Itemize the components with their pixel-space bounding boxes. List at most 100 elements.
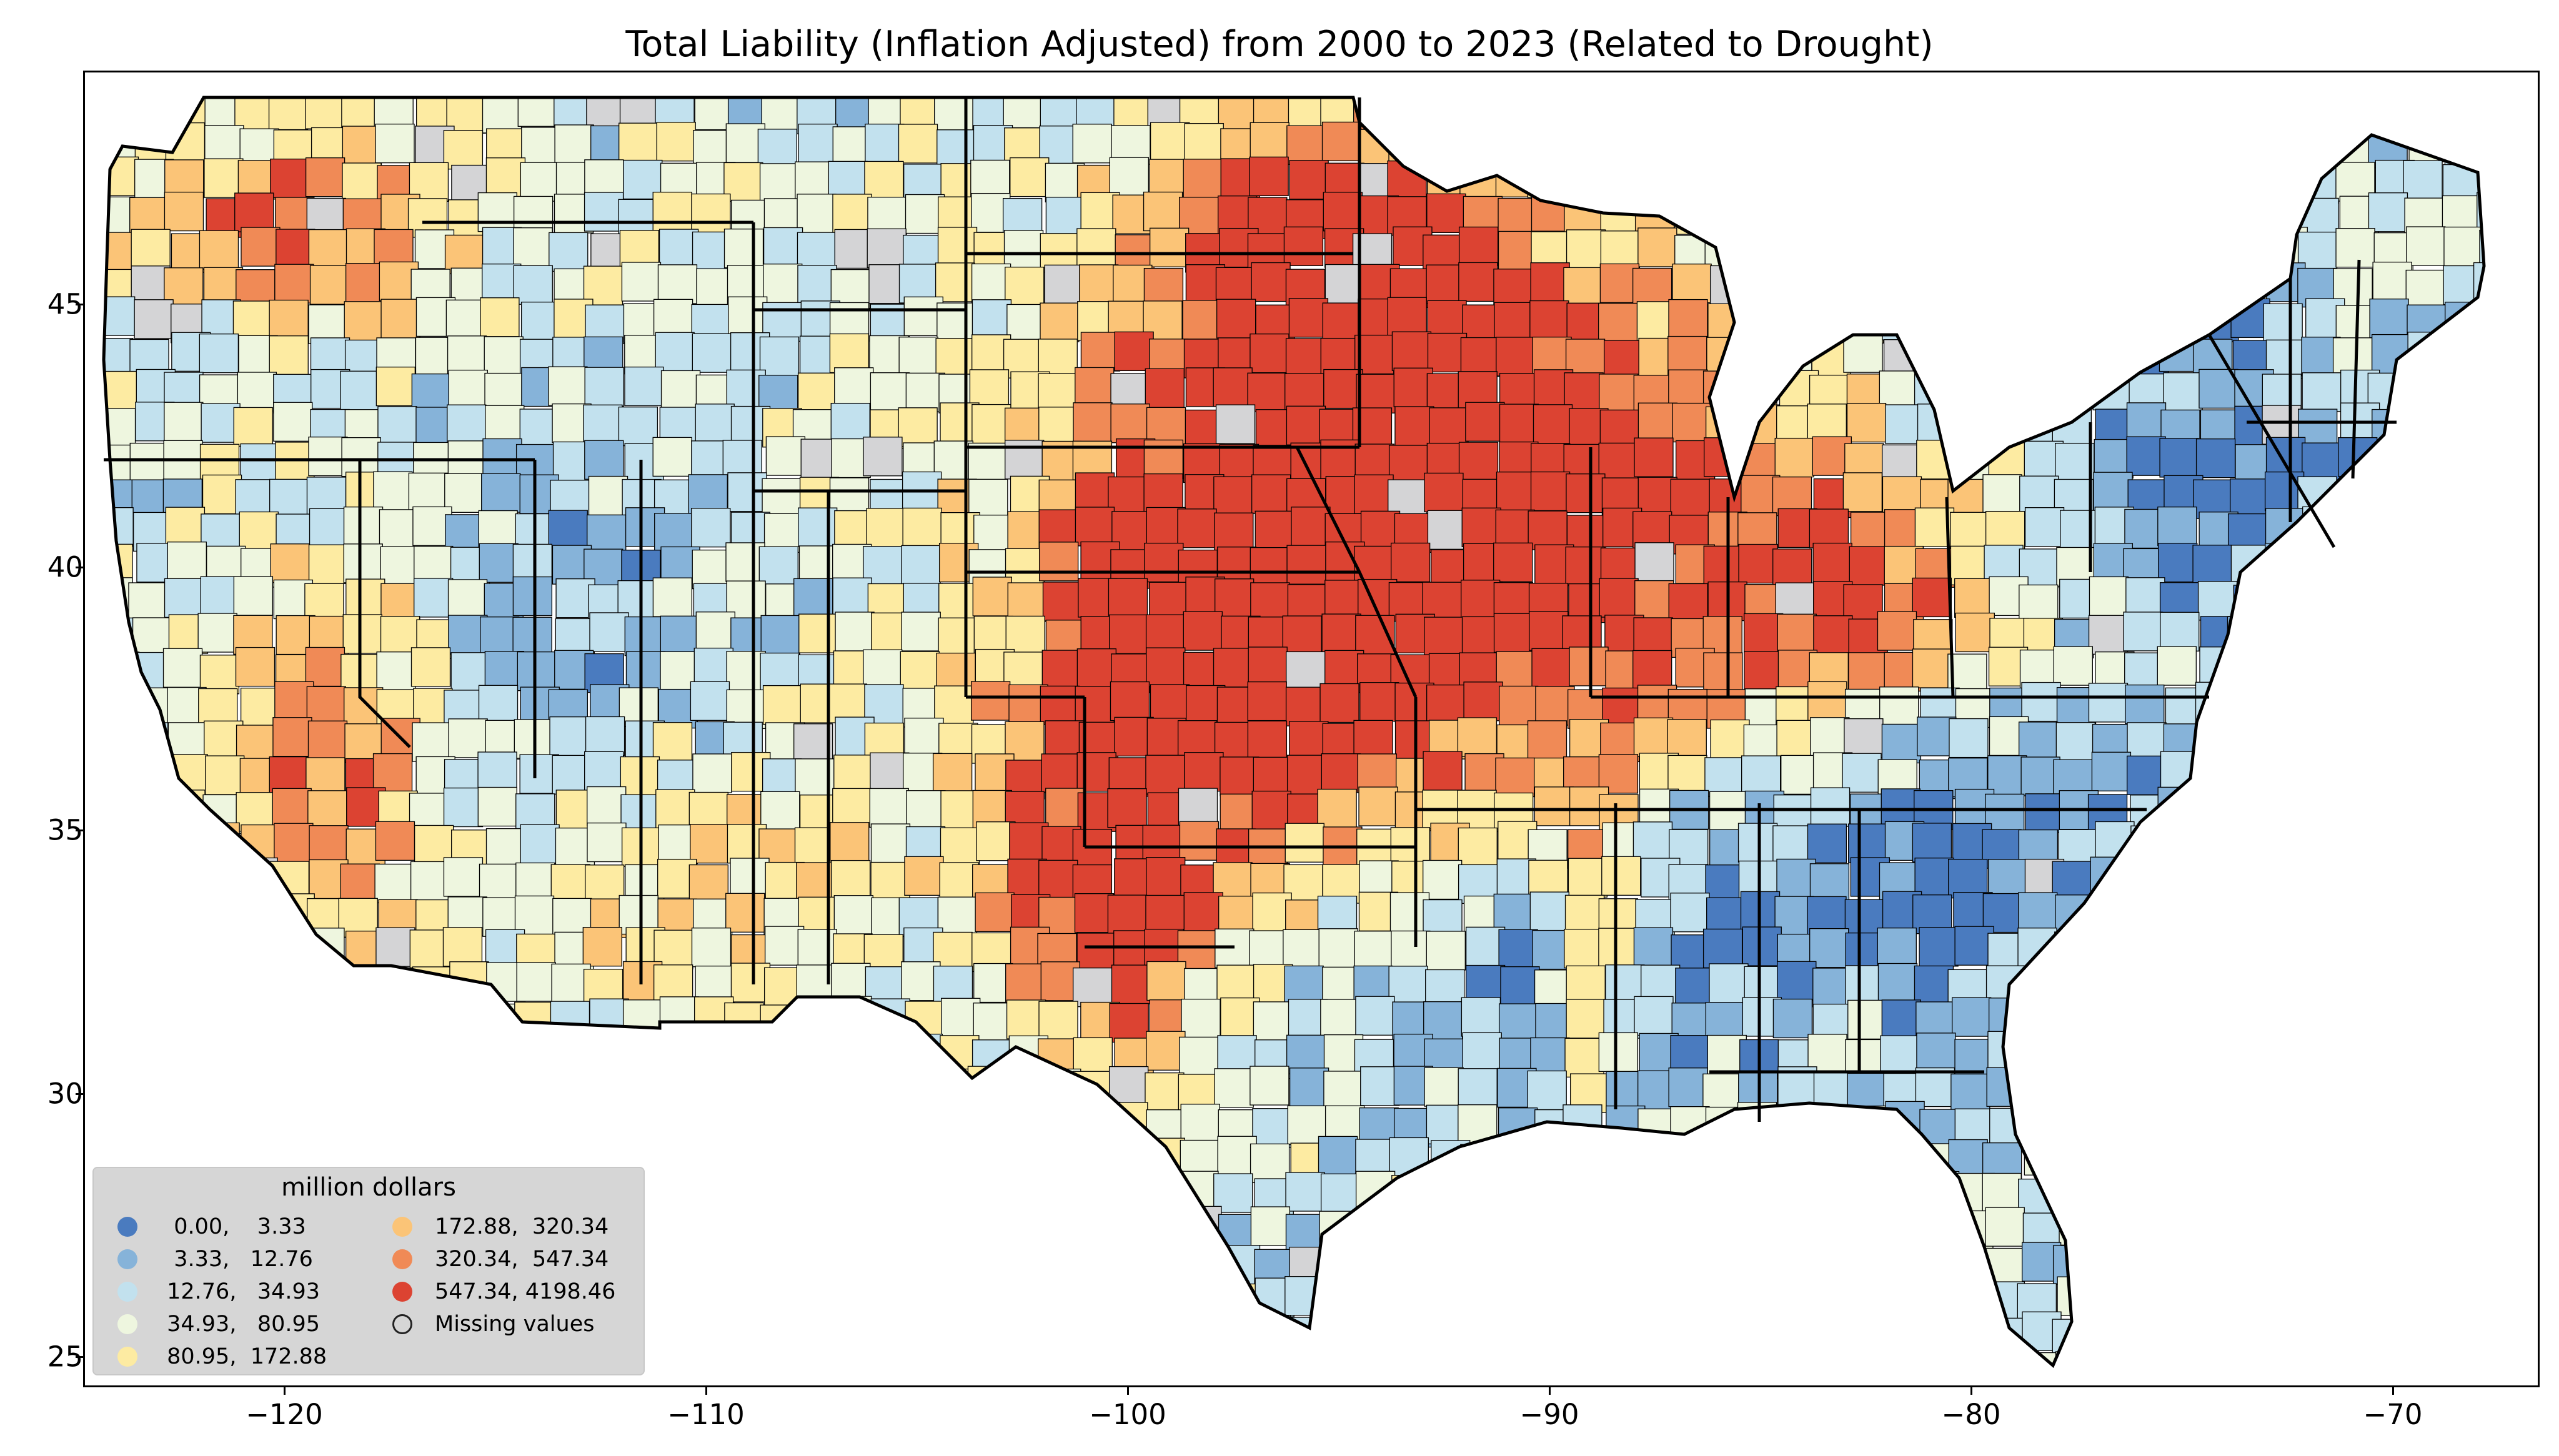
county-region [1076, 933, 1116, 973]
county-region [940, 827, 980, 867]
county-region [2403, 543, 2443, 583]
county-region [1844, 718, 1884, 758]
county-region [1461, 507, 1501, 547]
county-region [1465, 926, 1506, 966]
county-region [414, 1003, 454, 1043]
county-region [968, 1349, 1008, 1365]
county-region [2194, 128, 2234, 168]
county-region [728, 296, 768, 336]
legend-label: 547.34, 4198.46 [435, 1279, 616, 1304]
county-region [933, 1101, 974, 1141]
county-region [1810, 787, 1851, 827]
county-region [1772, 825, 1812, 865]
county-region [1355, 1210, 1395, 1250]
county-region [2157, 646, 2197, 686]
county-region [2263, 1141, 2303, 1181]
county-region [973, 1241, 1013, 1281]
county-region [518, 1069, 558, 1109]
county-region [1005, 266, 1045, 307]
county-region [1598, 928, 1638, 968]
county-region [1042, 1242, 1082, 1282]
county-region [2440, 862, 2481, 903]
county-region [1567, 1243, 1607, 1283]
county-region [1779, 230, 1819, 270]
county-region [2402, 1346, 2442, 1365]
county-region [1915, 1067, 1955, 1107]
county-region [448, 369, 488, 410]
county-region [1496, 472, 1536, 512]
county-region [171, 1071, 211, 1112]
county-region [724, 1067, 764, 1107]
county-region [2022, 265, 2062, 305]
county-region [549, 716, 589, 756]
county-region [1953, 1315, 1994, 1355]
county-region [1990, 370, 2030, 410]
county-region [935, 338, 975, 378]
county-region [797, 1105, 837, 1145]
county-region [797, 1314, 838, 1354]
county-region [1080, 1280, 1120, 1320]
county-region [550, 864, 590, 904]
county-region [1220, 756, 1260, 796]
county-region [902, 1244, 942, 1284]
county-region [1885, 1101, 1925, 1141]
county-region [1109, 1003, 1149, 1043]
county-region [2405, 269, 2445, 310]
county-region [104, 196, 134, 236]
county-region [1534, 1276, 1574, 1317]
county-region [414, 578, 454, 618]
county-region [2264, 893, 2305, 933]
county-region [2054, 1139, 2094, 1179]
county-region [1598, 97, 1637, 134]
county-region [205, 755, 245, 795]
county-region [410, 1109, 450, 1149]
county-region [104, 718, 140, 758]
county-region [2059, 368, 2100, 409]
county-region [442, 1000, 482, 1040]
county-region [1634, 542, 1674, 582]
county-region [723, 1312, 763, 1352]
county-region [1317, 788, 1357, 829]
county-region [134, 891, 174, 931]
county-region [1842, 472, 1883, 512]
county-region [1182, 300, 1222, 340]
county-region [1772, 1317, 1812, 1357]
county-region [380, 1071, 420, 1111]
county-region [1394, 406, 1434, 446]
county-region [2369, 510, 2410, 551]
county-region [2304, 964, 2345, 1004]
county-region [1985, 229, 2025, 269]
county-region [2410, 1279, 2450, 1320]
county-region [659, 1206, 699, 1246]
county-region [1571, 1313, 1611, 1354]
county-region [1038, 407, 1078, 447]
county-region [162, 864, 202, 904]
county-region [202, 1073, 242, 1113]
county-region [1989, 1107, 2029, 1147]
county-region [624, 616, 664, 656]
county-region [2405, 371, 2445, 412]
county-region [1426, 193, 1466, 234]
county-region [344, 301, 384, 341]
county-region [2092, 199, 2132, 240]
county-region [273, 402, 313, 442]
county-region [1108, 1136, 1148, 1176]
county-region [1632, 1143, 1672, 1184]
county-region [1321, 613, 1361, 653]
county-region [1987, 1031, 2027, 1071]
county-region [1358, 1242, 1399, 1282]
county-region [2437, 653, 2477, 693]
county-region [2130, 1283, 2170, 1324]
county-region [1535, 122, 1576, 162]
county-region [1815, 234, 1855, 274]
county-region [375, 366, 416, 407]
county-region [692, 1144, 732, 1184]
county-region [2095, 1317, 2135, 1357]
county-region [2304, 1276, 2344, 1317]
county-region [1010, 157, 1050, 197]
county-region [1149, 159, 1189, 199]
county-region [584, 192, 624, 232]
county-region [1528, 1141, 1568, 1181]
county-region [1632, 650, 1672, 690]
county-region [938, 583, 978, 623]
